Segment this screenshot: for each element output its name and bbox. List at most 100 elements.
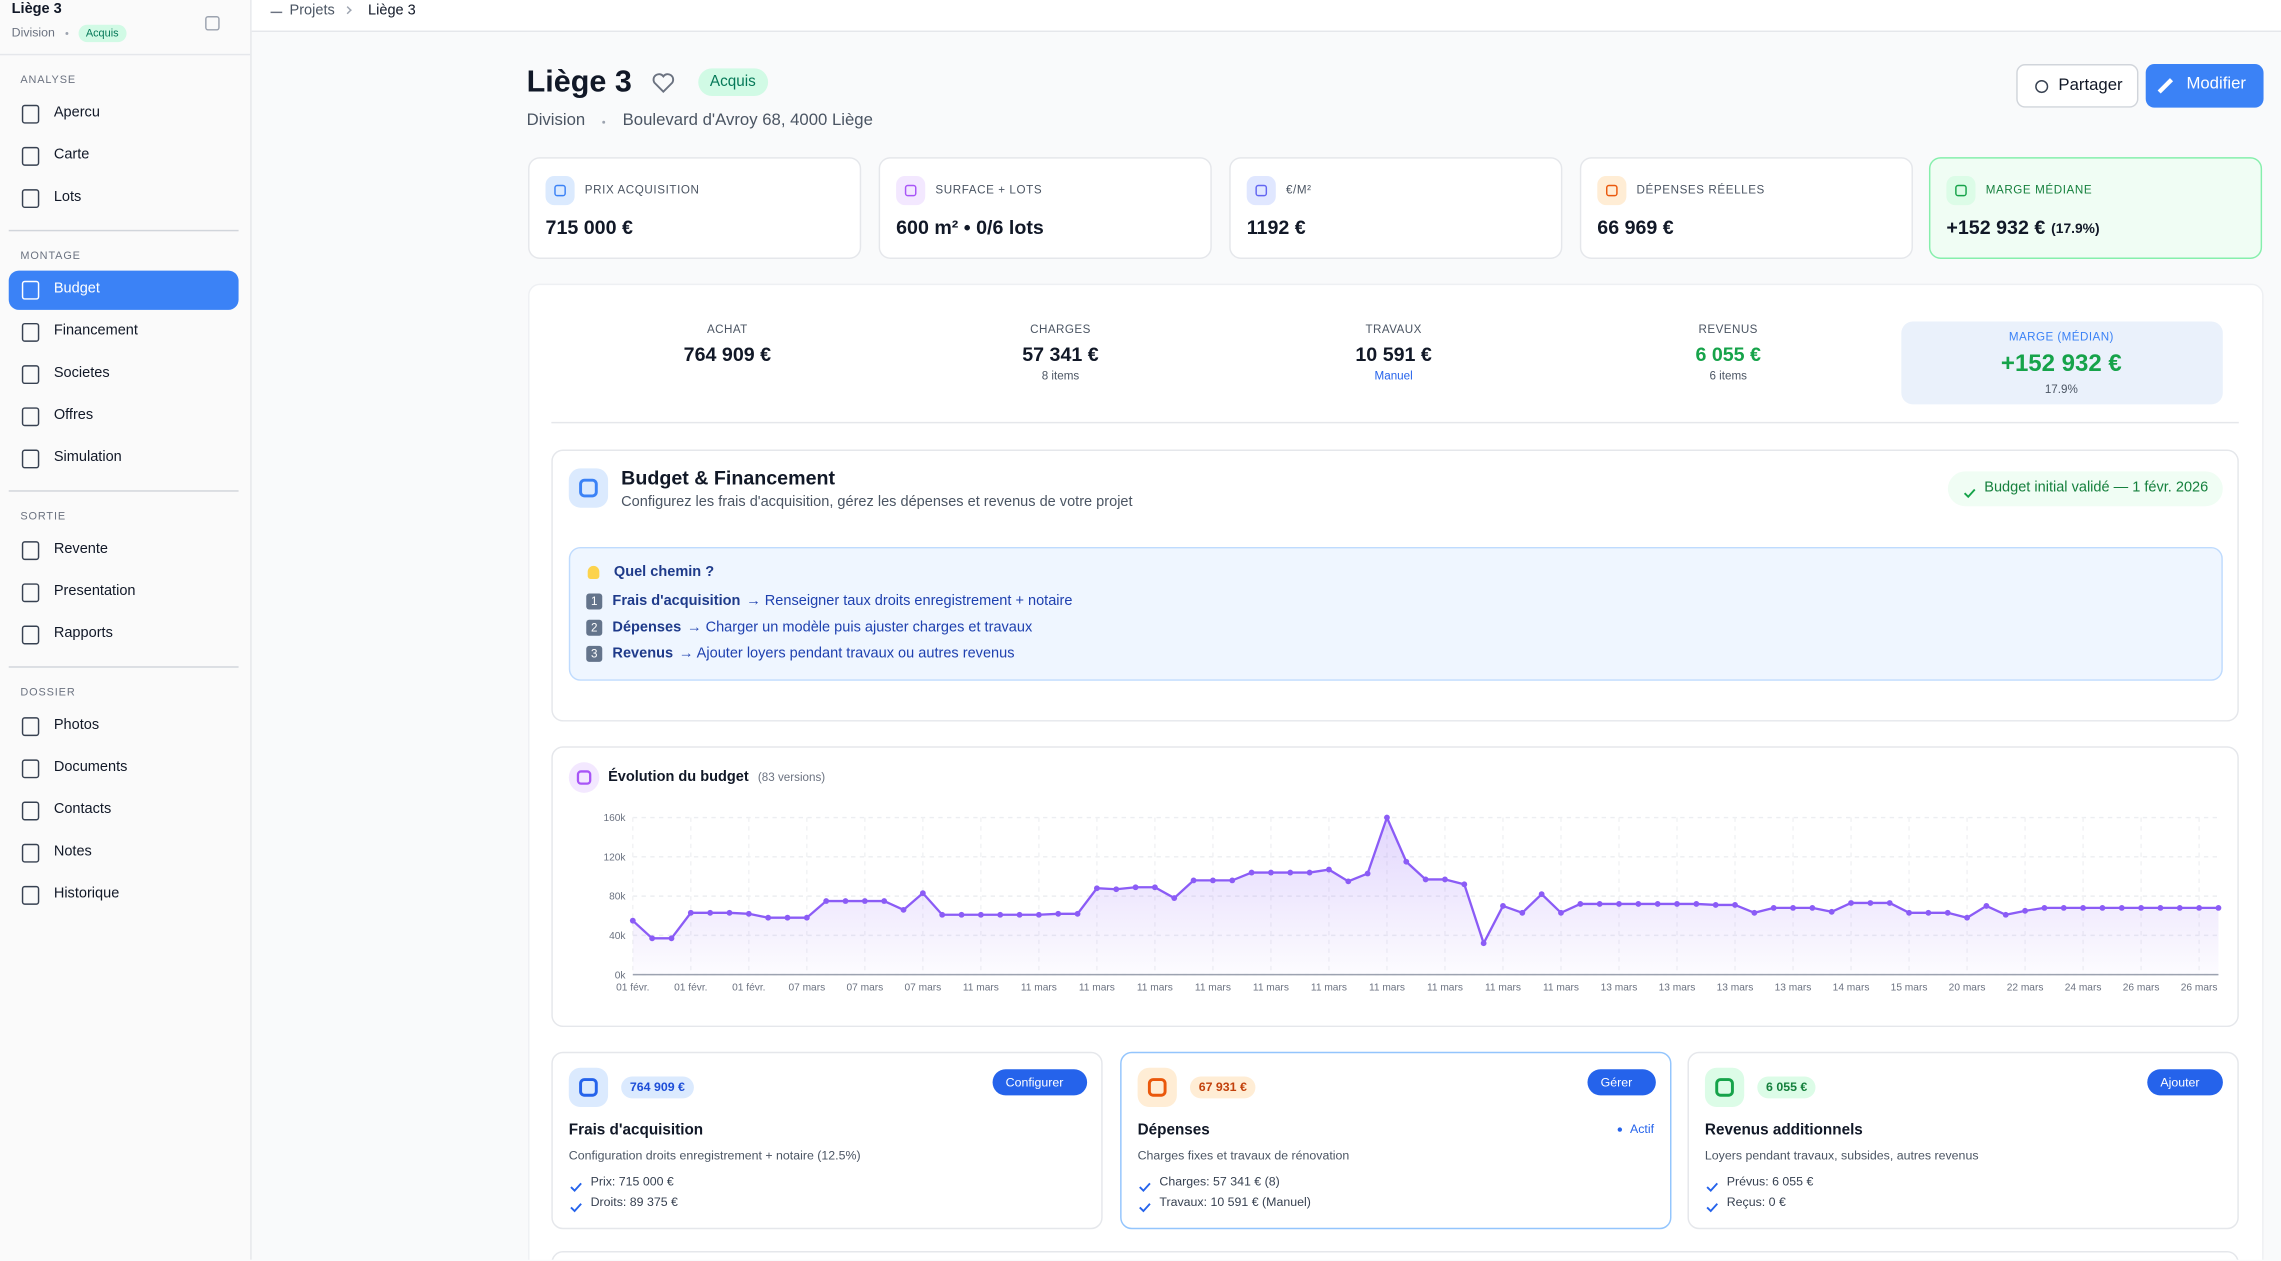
divider — [8, 490, 239, 492]
nav-item[interactable]: Apercu — [9, 94, 239, 133]
summary-value: 6 055 € — [1695, 342, 1761, 365]
kpi-value: 66 969 € — [1597, 216, 1674, 238]
nav-icon — [21, 885, 40, 905]
nav-item[interactable]: Budget — [8, 269, 239, 310]
nav-icon — [21, 146, 40, 166]
x-tick-label: 24 mars — [2065, 983, 2102, 994]
y-tick-label: 80k — [609, 892, 626, 903]
point — [1384, 814, 1390, 821]
step-name: Dépenses — [612, 618, 682, 635]
favorite-button[interactable] — [652, 73, 675, 93]
point — [2176, 904, 2183, 911]
summary-sub: 6 items — [1709, 370, 1747, 384]
guide-step: 3 Revenus → Ajouter loyers pendant travaux… — [586, 643, 1015, 663]
kpi-icon — [1946, 176, 1976, 206]
step-number: 3 — [586, 645, 603, 662]
nav-label: Photos — [53, 717, 100, 734]
x-tick-label: 13 mars — [1659, 983, 1696, 994]
chart: 0k 40k 80k 120k 160k 01 févr. 01 févr. 01 févr.… — [603, 813, 2222, 994]
x-tick-label: 01 févr. — [616, 983, 649, 994]
x-tick-label: 07 mars — [846, 983, 883, 994]
point — [629, 917, 636, 924]
kpi-glyph — [1955, 184, 1967, 197]
nav-item[interactable]: Financement — [9, 312, 239, 351]
nav-item[interactable]: Contacts — [9, 791, 239, 830]
nav-label: Apercu — [53, 104, 100, 121]
chart-subtitle: (83 versions) — [757, 771, 826, 785]
nav-item[interactable]: Simulation — [9, 439, 239, 478]
nav-item[interactable]: Notes — [9, 833, 239, 872]
summary-label: ACHAT — [706, 323, 748, 337]
x-tick-label: 13 mars — [1717, 983, 1754, 994]
nav-item[interactable]: Revente — [9, 530, 239, 569]
kpi-label: DÉPENSES RÉELLES — [1636, 183, 1765, 197]
project-name: Liège 3 — [11, 1, 62, 18]
x-tick-label: 20 mars — [1949, 983, 1986, 994]
nav-label: Contacts — [53, 801, 112, 818]
summary-label: TRAVAUX — [1365, 323, 1422, 337]
nav-label: Societes — [53, 365, 110, 382]
project-type: Division — [526, 111, 586, 130]
card-item: Prix: 715 000 € — [590, 1174, 674, 1189]
point — [2002, 911, 2009, 918]
nav-item[interactable]: Societes — [9, 354, 239, 393]
button-label: Modifier — [2186, 75, 2246, 94]
nav-item[interactable]: Documents — [9, 748, 239, 787]
x-tick-label: 11 mars — [1369, 983, 1405, 994]
point — [1925, 909, 1932, 916]
edit-button[interactable]: Modifier — [2145, 64, 2264, 108]
summary-label: REVENUS — [1698, 323, 1758, 337]
card-button[interactable]: Ajouter — [2147, 1069, 2223, 1096]
collapse-button[interactable] — [205, 16, 220, 31]
x-tick-label: 11 mars — [1137, 983, 1173, 994]
nav-icon — [21, 406, 40, 426]
section-title: SORTIE — [20, 508, 67, 522]
point — [881, 898, 888, 904]
point — [2196, 904, 2203, 911]
nav-icon — [21, 322, 40, 342]
point — [1229, 877, 1236, 884]
breadcrumb-current: Liège 3 — [368, 2, 416, 19]
nav-label: Rapports — [53, 625, 113, 642]
card-button[interactable]: Configurer — [992, 1069, 1087, 1096]
check-icon — [569, 1196, 584, 1213]
point — [997, 911, 1004, 918]
nav-item[interactable]: Historique — [9, 875, 239, 914]
step-name: Revenus — [612, 645, 674, 662]
point — [1306, 869, 1313, 876]
back-arrow — [270, 10, 283, 13]
x-tick-label: 01 févr. — [732, 983, 765, 994]
nav-item[interactable]: Lots — [9, 178, 239, 217]
nav-item[interactable]: Presentation — [9, 572, 239, 611]
point — [1074, 910, 1081, 917]
point — [1790, 904, 1796, 911]
check-icon — [1138, 1196, 1153, 1213]
nav-icon — [21, 448, 40, 468]
card-button[interactable]: Gérer — [1587, 1069, 1656, 1096]
card-item: Droits: 89 375 € — [590, 1194, 678, 1209]
point — [1616, 901, 1622, 907]
divider — [8, 229, 239, 232]
point — [1983, 903, 1990, 909]
breadcrumb-link[interactable]: Projets — [289, 2, 335, 19]
nav-item[interactable]: Carte — [9, 136, 239, 175]
nav-icon — [21, 582, 40, 602]
nav-item[interactable]: Offres — [9, 396, 239, 435]
amount-pill: 67 931 € — [1189, 1076, 1256, 1099]
check-icon — [1705, 1175, 1720, 1193]
point — [2157, 904, 2164, 911]
point — [649, 935, 656, 942]
point — [2118, 904, 2125, 911]
nav-label: Presentation — [53, 583, 136, 600]
nav-item[interactable]: Photos — [9, 706, 239, 745]
kpi-card: SURFACE + LOTS 600 m² • 0/6 lots — [878, 157, 1212, 259]
button-label: Partager — [2058, 77, 2123, 95]
point — [2215, 904, 2222, 911]
share-button[interactable]: Partager — [2016, 64, 2139, 108]
kpi-glyph — [1255, 184, 1268, 197]
nav-icon — [21, 624, 40, 644]
point — [1500, 903, 1506, 909]
step-name: Frais d'acquisition — [612, 592, 741, 609]
point — [1848, 900, 1854, 906]
nav-item[interactable]: Rapports — [9, 615, 239, 654]
